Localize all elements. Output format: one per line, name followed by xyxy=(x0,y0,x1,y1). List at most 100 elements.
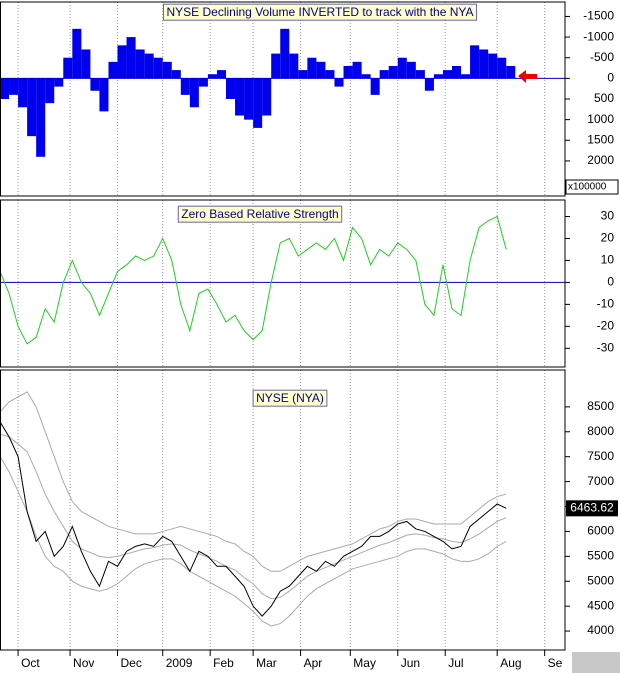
bar xyxy=(415,70,425,79)
bar xyxy=(81,49,91,79)
x-tick-label: Jul xyxy=(448,656,463,670)
title-box xyxy=(252,389,328,407)
line xyxy=(0,433,507,600)
bar xyxy=(235,78,245,116)
last-value-box xyxy=(566,500,618,517)
bar xyxy=(461,74,471,79)
bar xyxy=(207,74,217,79)
bar xyxy=(506,65,516,79)
x-tick-label: Oct xyxy=(21,656,40,670)
y-tick-label: -30 xyxy=(597,340,615,354)
bar xyxy=(18,78,28,108)
bar xyxy=(316,61,326,79)
bar xyxy=(298,70,308,79)
x-tick-label: Se xyxy=(548,656,563,670)
bar xyxy=(108,61,118,79)
y-tick-label: -10 xyxy=(597,297,615,311)
bar xyxy=(442,70,452,79)
y-tick-label: 2000 xyxy=(587,153,614,167)
bar xyxy=(189,78,199,108)
title-box xyxy=(177,205,343,223)
y-tick-label: -500 xyxy=(590,50,614,64)
bar xyxy=(162,61,172,79)
bar xyxy=(271,53,281,79)
y-tick-label: 7500 xyxy=(587,449,614,463)
red-arrow xyxy=(518,70,537,83)
bar xyxy=(361,74,371,79)
y-tick-label: 0 xyxy=(607,275,614,289)
bar xyxy=(36,78,46,157)
x-tick-label: Apr xyxy=(304,656,323,670)
bar xyxy=(479,49,489,79)
bar xyxy=(452,65,462,79)
line xyxy=(0,391,507,572)
y-tick-label: -1500 xyxy=(583,9,614,23)
scale-label: x100000 xyxy=(568,182,607,193)
y-tick-label: 20 xyxy=(601,231,615,245)
bar xyxy=(253,78,263,128)
x-tick-label: May xyxy=(353,656,376,670)
bar xyxy=(424,78,434,91)
y-tick-label: 500 xyxy=(594,91,614,105)
bar xyxy=(289,53,299,79)
y-tick-label: 6000 xyxy=(587,524,614,538)
y-tick-label: 7000 xyxy=(587,474,614,488)
panel-title: NYSE Declining Volume INVERTED to track … xyxy=(166,5,473,19)
bar xyxy=(397,57,407,79)
y-tick-label: 1500 xyxy=(587,132,614,146)
panel-title: NYSE (NYA) xyxy=(256,391,324,405)
last-value-label: 6463.62 xyxy=(570,500,614,514)
y-tick-label: 0 xyxy=(607,71,614,85)
corner-box xyxy=(572,652,620,673)
x-tick-label: Nov xyxy=(73,656,94,670)
y-tick-label: 5000 xyxy=(587,573,614,587)
y-tick-label: 30 xyxy=(601,209,615,223)
x-tick-label: Feb xyxy=(213,656,234,670)
bar xyxy=(280,28,290,79)
bar xyxy=(370,78,380,95)
title-box xyxy=(162,3,478,21)
bar xyxy=(90,78,100,91)
bar xyxy=(226,78,236,99)
line xyxy=(0,456,507,627)
x-tick-label: 2009 xyxy=(166,656,193,670)
bar xyxy=(198,78,208,87)
bar xyxy=(307,57,317,79)
bar xyxy=(72,28,82,79)
bar xyxy=(244,78,254,120)
panel-title: Zero Based Relative Strength xyxy=(181,207,338,221)
y-tick-label: 8500 xyxy=(587,399,614,413)
bar xyxy=(488,53,498,79)
bar xyxy=(45,78,55,104)
bar xyxy=(0,78,10,99)
bar xyxy=(135,49,145,79)
bar xyxy=(388,65,398,79)
bar xyxy=(343,65,353,79)
y-tick-label: -1000 xyxy=(583,29,614,43)
bar xyxy=(379,70,389,79)
bar xyxy=(180,78,190,95)
x-tick-label: Dec xyxy=(121,656,142,670)
bar xyxy=(153,57,163,79)
bar xyxy=(497,57,507,79)
bar xyxy=(334,78,344,87)
bar xyxy=(63,57,73,79)
x-tick-label: Jun xyxy=(401,656,420,670)
bar xyxy=(262,78,272,116)
bar xyxy=(9,78,19,95)
x-tick-label: Aug xyxy=(500,656,521,670)
y-tick-label: 5500 xyxy=(587,549,614,563)
bar xyxy=(470,45,480,79)
bar xyxy=(117,45,127,79)
bar xyxy=(27,78,37,137)
bar xyxy=(325,70,335,79)
bar xyxy=(54,78,64,87)
y-tick-label: 4000 xyxy=(587,623,614,637)
bar xyxy=(171,70,181,79)
x-tick-label: Mar xyxy=(256,656,277,670)
y-tick-label: -20 xyxy=(597,319,615,333)
y-tick-label: 8000 xyxy=(587,424,614,438)
bar xyxy=(99,78,109,112)
